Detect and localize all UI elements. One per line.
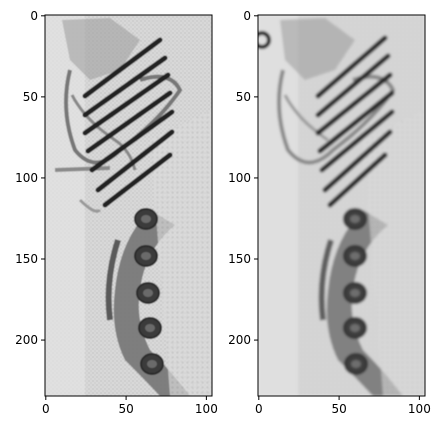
y-tick-label: 0	[30, 9, 38, 23]
y-tick-label: 50	[236, 90, 251, 104]
xray-image-right	[258, 15, 425, 396]
x-tick-label: 0	[255, 402, 263, 416]
ticks-right: 0 50 100 0 50 100 150 200	[228, 9, 431, 416]
y-tick-label: 50	[23, 90, 38, 104]
y-tick-label: 100	[228, 171, 251, 185]
xray-image-left	[45, 15, 212, 396]
axes-frame-left	[44, 14, 213, 397]
axes-frame-right	[257, 14, 426, 397]
y-tick-label: 200	[228, 333, 251, 347]
y-tick-label: 200	[15, 333, 38, 347]
x-tick-label: 0	[42, 402, 50, 416]
x-tick-label: 100	[195, 402, 218, 416]
y-tick-label: 150	[15, 252, 38, 266]
x-tick-label: 50	[331, 402, 346, 416]
y-tick-label: 0	[243, 9, 251, 23]
y-tick-label: 150	[228, 252, 251, 266]
ticks-left: 0 50 100 0 50 100 150 200	[15, 9, 218, 416]
x-tick-label: 100	[408, 402, 431, 416]
y-tick-label: 100	[15, 171, 38, 185]
panel-right: 0 50 100 0 50 100 150 200	[228, 9, 431, 416]
panel-left: 0 50 100 0 50 100 150 200	[15, 9, 218, 416]
x-tick-label: 50	[118, 402, 133, 416]
